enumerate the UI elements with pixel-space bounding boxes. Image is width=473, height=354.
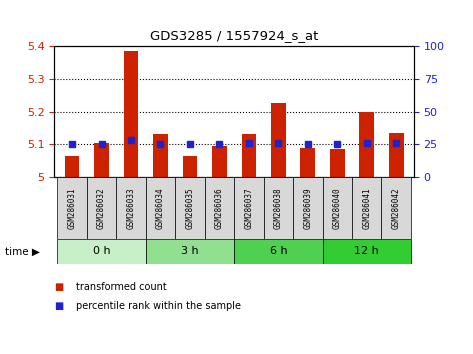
Bar bbox=[212, 146, 227, 177]
Text: GSM286040: GSM286040 bbox=[333, 187, 342, 229]
Bar bbox=[300, 148, 315, 177]
Bar bbox=[330, 149, 345, 177]
Text: ■: ■ bbox=[54, 282, 64, 292]
Bar bbox=[146, 177, 175, 239]
Bar bbox=[175, 177, 205, 239]
Text: GSM286031: GSM286031 bbox=[68, 187, 77, 229]
Bar bbox=[205, 177, 234, 239]
Bar bbox=[123, 51, 139, 177]
Bar bbox=[116, 177, 146, 239]
Text: GSM286042: GSM286042 bbox=[392, 187, 401, 229]
Text: GSM286039: GSM286039 bbox=[303, 187, 312, 229]
Text: GSM286036: GSM286036 bbox=[215, 187, 224, 229]
Text: GSM286038: GSM286038 bbox=[274, 187, 283, 229]
Text: 6 h: 6 h bbox=[270, 246, 287, 256]
Text: GSM286034: GSM286034 bbox=[156, 187, 165, 229]
Bar bbox=[57, 177, 87, 239]
Bar bbox=[87, 177, 116, 239]
Text: time ▶: time ▶ bbox=[5, 246, 40, 256]
Bar bbox=[57, 239, 146, 264]
Bar bbox=[389, 133, 403, 177]
Bar bbox=[242, 135, 256, 177]
Text: 3 h: 3 h bbox=[181, 246, 199, 256]
Text: 12 h: 12 h bbox=[354, 246, 379, 256]
Text: 0 h: 0 h bbox=[93, 246, 110, 256]
Bar bbox=[271, 103, 286, 177]
Bar bbox=[234, 177, 263, 239]
Text: GSM286033: GSM286033 bbox=[126, 187, 135, 229]
Text: GSM286035: GSM286035 bbox=[185, 187, 194, 229]
Text: transformed count: transformed count bbox=[76, 282, 166, 292]
Bar bbox=[234, 239, 323, 264]
Text: GDS3285 / 1557924_s_at: GDS3285 / 1557924_s_at bbox=[150, 29, 318, 42]
Bar bbox=[146, 239, 234, 264]
Bar bbox=[293, 177, 323, 239]
Bar bbox=[352, 177, 381, 239]
Bar bbox=[263, 177, 293, 239]
Bar bbox=[323, 177, 352, 239]
Bar bbox=[381, 177, 411, 239]
Bar bbox=[323, 239, 411, 264]
Bar bbox=[153, 135, 168, 177]
Bar bbox=[94, 143, 109, 177]
Bar bbox=[183, 156, 197, 177]
Bar bbox=[65, 156, 79, 177]
Text: GSM286041: GSM286041 bbox=[362, 187, 371, 229]
Text: ■: ■ bbox=[54, 301, 64, 311]
Text: GSM286037: GSM286037 bbox=[245, 187, 254, 229]
Text: percentile rank within the sample: percentile rank within the sample bbox=[76, 301, 241, 311]
Bar bbox=[359, 112, 374, 177]
Text: GSM286032: GSM286032 bbox=[97, 187, 106, 229]
